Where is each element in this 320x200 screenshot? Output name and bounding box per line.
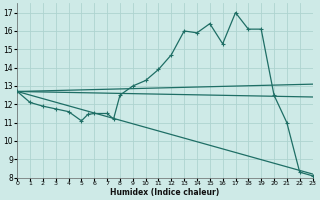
X-axis label: Humidex (Indice chaleur): Humidex (Indice chaleur) <box>110 188 220 197</box>
